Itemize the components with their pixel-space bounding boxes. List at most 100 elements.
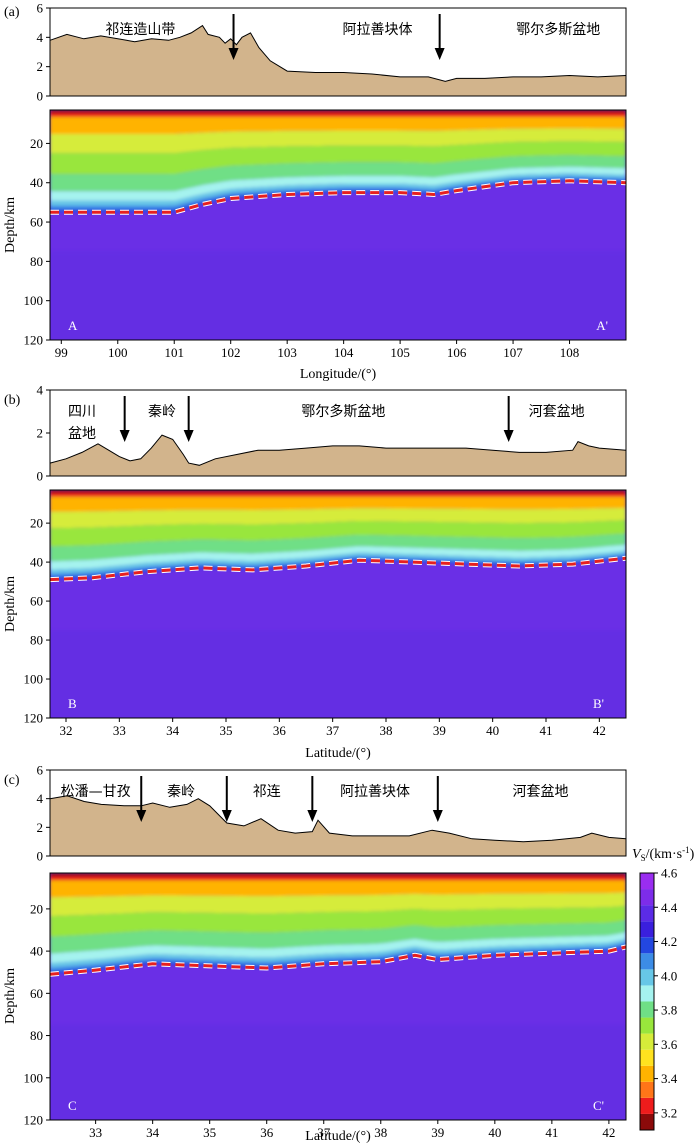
depth-tick-label: 120 <box>24 333 44 348</box>
profile-end-a: A' <box>596 318 608 333</box>
crust-layers <box>50 873 626 975</box>
topo-tick-label: 2 <box>37 426 44 441</box>
depth-tick-label: 120 <box>24 711 44 726</box>
topo-line <box>49 434 627 466</box>
x-tick-label: 35 <box>203 1125 216 1140</box>
x-tick-label: 37 <box>317 1125 331 1140</box>
profile-end-c: C' <box>593 1098 604 1113</box>
colorbar-tick-label: 3.2 <box>661 1105 677 1120</box>
colorbar-swatch <box>640 953 654 970</box>
colorbar: VS/(km·s-1) 3.2 3.4 3.6 3.8 4.0 4.2 4.4 4.6 <box>632 845 695 1131</box>
x-tick-label: 37 <box>326 723 340 738</box>
colorbar-tick-label: 4.6 <box>661 866 678 881</box>
colorbar-swatch <box>640 1081 654 1098</box>
boundary-arrow <box>434 14 445 60</box>
region-label: 祁连 <box>253 784 281 800</box>
region-label: 阿拉善块体 <box>340 784 410 800</box>
crust-band <box>50 550 626 574</box>
crust-band <box>50 166 626 201</box>
crust-band <box>50 116 626 134</box>
x-axis-title-b: Latitude/(°) <box>305 746 371 761</box>
y-axis-title-b: Depth/km <box>3 576 18 632</box>
x-tick-label: 41 <box>540 723 553 738</box>
deep-mantle <box>50 630 626 718</box>
region-label: 河套盆地 <box>512 784 568 800</box>
colorbar-swatch <box>640 905 654 922</box>
topo-line <box>49 24 627 82</box>
colorbar-title: VS/(km·s-1) <box>632 845 695 863</box>
x-tick-label: 41 <box>545 1125 558 1140</box>
colorbar-swatch <box>640 1001 654 1018</box>
topo-frame-c <box>49 769 627 857</box>
panel-c: (c) 0 2 4 6 松潘—甘孜 秦岭 祁连 阿拉善块体 河套盆地 20 40 60 80 100 1… <box>3 763 627 1144</box>
colorbar-swatch <box>640 1065 654 1082</box>
crust-band <box>50 155 626 192</box>
topo-tick-label: 2 <box>37 59 44 74</box>
topo-tick-label: 0 <box>37 849 44 864</box>
panel-label-a: (a) <box>4 5 20 20</box>
x-tick-label: 105 <box>390 345 410 360</box>
crust-band <box>50 490 626 493</box>
colorbar-swatch <box>640 873 654 890</box>
x-tick-label: 35 <box>220 723 233 738</box>
crust-band <box>50 880 626 898</box>
boundary-arrow <box>136 776 147 822</box>
colorbar-swatch <box>640 1097 654 1114</box>
x-tick-label: 107 <box>503 345 523 360</box>
depth-tick-label: 40 <box>30 175 43 190</box>
y-axis-title-c: Depth/km <box>3 968 18 1024</box>
topo-fill <box>50 435 626 476</box>
moho-line <box>50 945 626 976</box>
depth-tick-label: 80 <box>30 633 43 648</box>
topo-tick-label: 4 <box>37 30 44 45</box>
panel-a: (a) 0 2 4 6 祁连造山带 阿拉善块体 鄂尔多斯盆地 20 40 60 80 100 120… <box>3 1 627 382</box>
region-label: 秦岭 <box>148 404 176 420</box>
crust-band <box>50 892 626 917</box>
crust-band <box>50 507 626 529</box>
depth-tick-label: 80 <box>30 1028 43 1043</box>
colorbar-swatch <box>640 921 654 938</box>
crust-layers <box>50 490 626 580</box>
x-tick-label: 38 <box>380 723 393 738</box>
x-tick-label: 34 <box>146 1125 160 1140</box>
x-tick-label: 42 <box>593 723 606 738</box>
colorbar-swatch <box>640 1033 654 1050</box>
region-label: 松潘—甘孜 <box>61 784 131 800</box>
profile-start-b: B <box>68 696 77 711</box>
boundary-arrow <box>183 396 194 442</box>
depth-tick-label: 100 <box>24 672 44 687</box>
crust-band <box>50 876 626 881</box>
colorbar-tick-label: 3.8 <box>661 1003 677 1018</box>
topo-tick-label: 6 <box>37 1 44 16</box>
colorbar-tick-label: 4.4 <box>661 900 678 915</box>
boundary-arrow <box>432 776 443 822</box>
velocity-a: 20 40 60 80 100 120 99 100 101 102 103 104 105 106 10… <box>3 109 627 382</box>
region-label: 秦岭 <box>167 784 195 800</box>
region-label: 鄂尔多斯盆地 <box>516 21 600 38</box>
x-tick-label: 106 <box>447 345 467 360</box>
region-label: 河套盆地 <box>529 404 585 420</box>
topo-fill <box>50 795 626 856</box>
region-label: 四川 <box>68 404 96 420</box>
crust-band <box>50 556 626 580</box>
x-tick-label: 40 <box>488 1125 501 1140</box>
x-tick-label: 38 <box>374 1125 387 1140</box>
colorbar-frame <box>639 872 655 1131</box>
depth-tick-label: 120 <box>24 1113 44 1128</box>
y-axis-title-a: Depth/km <box>3 197 18 253</box>
colorbar-tick-label: 4.0 <box>661 968 677 983</box>
panel-label-c: (c) <box>4 773 20 788</box>
colorbar-tick-label: 3.4 <box>661 1071 678 1086</box>
x-tick-label: 33 <box>89 1125 102 1140</box>
depth-tick-label: 60 <box>30 594 43 609</box>
depth-tick-label: 40 <box>30 944 43 959</box>
crust-band <box>50 938 626 968</box>
crust-band <box>50 932 626 964</box>
depth-tick-label: 20 <box>30 901 43 916</box>
boundary-arrow <box>119 396 130 442</box>
region-label: 盆地 <box>68 426 96 442</box>
